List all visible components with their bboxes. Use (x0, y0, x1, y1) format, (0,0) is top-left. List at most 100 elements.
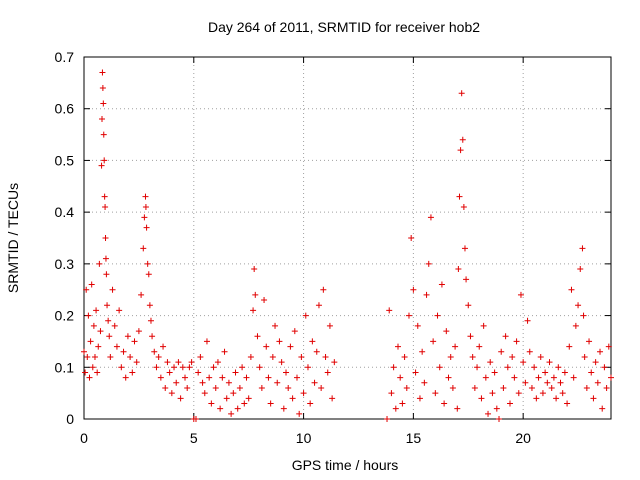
data-point (151, 348, 158, 355)
data-point (219, 374, 226, 381)
data-point (230, 390, 237, 397)
data-point (555, 364, 562, 371)
data-point (583, 384, 590, 391)
data-point (263, 343, 270, 350)
data-point (83, 286, 90, 293)
data-point (504, 364, 511, 371)
data-point (528, 384, 535, 391)
data-point (106, 333, 113, 340)
data-point (243, 374, 250, 381)
data-point (511, 374, 518, 381)
data-point (296, 410, 303, 417)
data-point (459, 136, 466, 143)
data-point (427, 214, 434, 221)
data-point (581, 353, 588, 360)
data-point (186, 364, 193, 371)
data-point (95, 343, 102, 350)
data-point (164, 359, 171, 366)
data-point (293, 374, 300, 381)
data-point (267, 400, 274, 407)
data-point (599, 405, 606, 412)
y-axis-label: SRMTID / TECUs (5, 183, 21, 293)
data-point (166, 369, 173, 376)
data-point (478, 395, 485, 402)
y-tick-label: 0.1 (55, 359, 75, 375)
data-point (88, 281, 95, 288)
data-point (592, 359, 599, 366)
data-point (522, 379, 529, 386)
data-point (274, 379, 281, 386)
data-point (311, 379, 318, 386)
data-point (454, 405, 461, 412)
data-point (99, 85, 106, 92)
data-point (84, 353, 91, 360)
data-point (232, 369, 239, 376)
data-point (239, 364, 246, 371)
data-point (135, 328, 142, 335)
data-point (138, 291, 145, 298)
data-point (403, 384, 410, 391)
data-point (90, 322, 97, 329)
data-point (81, 348, 87, 355)
data-point (307, 400, 314, 407)
data-point (601, 364, 608, 371)
data-point (524, 317, 531, 324)
data-point (102, 235, 109, 241)
data-point (265, 374, 272, 381)
plot-frame (83, 56, 612, 420)
data-point (550, 374, 557, 381)
axis-ticks: 0 5 10 15 20 0 0.1 0.2 0.3 0.4 0.5 0.6 0.7 (55, 49, 611, 446)
data-point (542, 369, 549, 376)
data-points (81, 69, 614, 422)
data-point (145, 271, 152, 278)
data-point (101, 193, 108, 200)
data-point (96, 260, 103, 267)
data-point (149, 333, 156, 340)
data-point (94, 369, 101, 376)
data-point (476, 343, 483, 350)
data-point (412, 369, 419, 376)
data-point (471, 384, 478, 391)
data-point (144, 260, 151, 267)
data-point (280, 405, 287, 412)
data-point (489, 390, 496, 397)
data-point (120, 348, 127, 355)
y-tick-label: 0.5 (55, 152, 75, 168)
data-point (537, 353, 544, 360)
data-point (97, 328, 104, 335)
x-tick-label: 15 (406, 430, 422, 446)
data-point (111, 322, 118, 329)
data-point (399, 400, 406, 407)
data-point (608, 374, 614, 381)
data-point (520, 359, 527, 366)
data-point (179, 364, 186, 371)
data-point (526, 348, 533, 355)
data-point (258, 384, 265, 391)
data-point (100, 100, 107, 107)
data-point (509, 353, 516, 360)
data-point (557, 379, 564, 386)
data-point (533, 395, 540, 402)
x-tick-label: 0 (80, 430, 88, 446)
data-point (223, 395, 230, 402)
data-point (203, 338, 210, 345)
data-point (131, 338, 138, 345)
data-point (463, 276, 470, 283)
data-point (195, 369, 202, 376)
data-point (482, 374, 489, 381)
data-point (500, 384, 507, 391)
data-point (577, 266, 584, 273)
data-point (221, 348, 228, 355)
data-point (177, 395, 184, 402)
data-point (272, 322, 279, 329)
data-point (247, 353, 254, 360)
data-point (605, 343, 612, 350)
data-point (241, 400, 248, 407)
data-point (87, 338, 94, 345)
data-point (326, 322, 333, 329)
data-point (102, 255, 109, 262)
data-point (405, 312, 412, 319)
data-point (199, 379, 206, 386)
data-point (122, 374, 129, 381)
